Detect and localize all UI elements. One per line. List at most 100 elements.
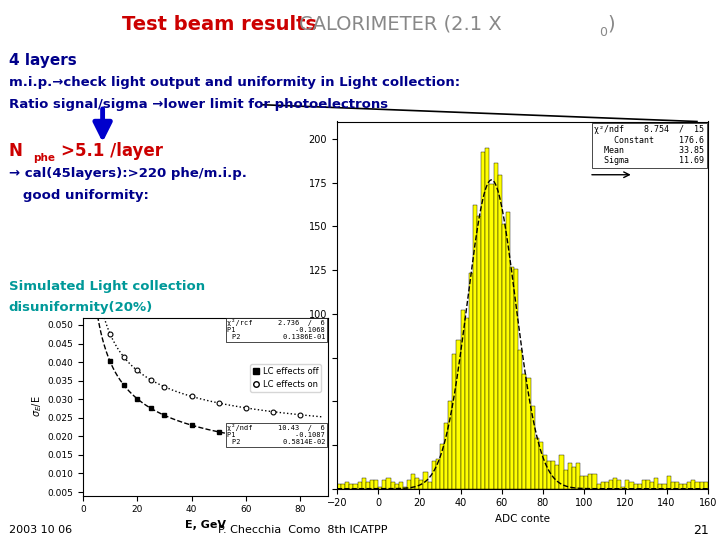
Bar [419,480,423,489]
Bar [337,484,341,489]
Bar [626,480,629,489]
Bar [399,482,403,489]
Bar [564,469,567,489]
Bar [700,482,703,489]
Bar [382,480,387,489]
Bar [490,184,493,489]
Bar [580,476,584,489]
Bar [654,478,658,489]
Bar [523,374,526,489]
Bar [526,378,531,489]
Bar [349,484,354,489]
X-axis label: E, GeV: E, GeV [185,520,225,530]
Bar [374,480,378,489]
Bar [436,459,440,489]
Bar [646,480,650,489]
Bar [671,482,675,489]
Bar [473,205,477,489]
Bar [588,474,593,489]
Bar [366,482,370,489]
Legend: LC effects off, LC effects on: LC effects off, LC effects on [251,364,321,391]
Bar [448,401,452,489]
Bar [634,484,638,489]
Bar [518,350,523,489]
Bar [555,465,559,489]
Bar [387,478,390,489]
Bar [547,461,552,489]
Bar [605,482,609,489]
Text: phe: phe [33,153,55,163]
Bar [432,461,436,489]
Text: good uniformity:: good uniformity: [9,189,148,202]
Bar [341,484,345,489]
Bar [370,480,374,489]
Bar [493,163,498,489]
Y-axis label: $\sigma_E$/E: $\sigma_E$/E [31,396,45,417]
Bar [600,482,605,489]
Bar [662,484,667,489]
Bar [502,225,506,489]
Bar [531,406,535,489]
Bar [572,468,576,489]
Bar [415,478,419,489]
Text: 2003 10 06: 2003 10 06 [9,525,72,535]
Bar [584,476,588,489]
Bar [667,476,671,489]
Bar [683,484,687,489]
Bar [481,152,485,489]
Bar [440,444,444,489]
Text: N: N [9,142,22,160]
Bar [675,482,679,489]
Bar [703,482,708,489]
Bar [510,267,514,489]
Bar [658,484,662,489]
Bar [358,482,361,489]
Bar [576,463,580,489]
Bar [613,478,617,489]
Text: P. Checchia  Como  8th ICATPP: P. Checchia Como 8th ICATPP [217,525,387,535]
Bar [629,482,634,489]
X-axis label: ADC conte: ADC conte [495,514,550,524]
Bar [498,176,502,489]
Bar [535,437,539,489]
Text: m.i.p.→check light output and uniformity in Light collection:: m.i.p.→check light output and uniformity… [9,76,460,89]
Bar [506,212,510,489]
Text: → cal(45layers):>220 phe/m.i.p.: → cal(45layers):>220 phe/m.i.p. [9,167,246,180]
Bar [597,484,600,489]
Bar [650,482,654,489]
Text: ): ) [607,15,615,34]
Bar [691,480,696,489]
Bar [464,318,469,489]
Bar [514,269,518,489]
Bar [469,273,473,489]
Bar [617,480,621,489]
Bar [642,480,646,489]
Bar [345,482,349,489]
Text: 21: 21 [693,524,709,537]
Bar [395,484,399,489]
Bar [609,480,613,489]
Text: χ²/ndf    8.754  /  15
Constant     176.6
Mean           33.85
Sigma          11: χ²/ndf 8.754 / 15 Constant 176.6 Mean 33… [594,125,704,165]
Bar [354,484,358,489]
Text: 4 layers: 4 layers [9,53,76,68]
Text: Test beam results: Test beam results [122,15,324,34]
Bar [452,354,456,489]
Bar [559,455,564,489]
Text: Ratio signal/sigma →lower limit for photoelectrons: Ratio signal/sigma →lower limit for phot… [9,98,388,111]
Bar [552,461,555,489]
Bar [539,442,543,489]
Bar [461,309,464,489]
Bar [543,455,547,489]
Bar [679,484,683,489]
Bar [378,487,382,489]
Bar [638,484,642,489]
Bar [423,471,428,489]
Bar [428,482,432,489]
Text: χ²/rcf      2.736  /  6
P1              -0.1068
P2          0.1386E-01: χ²/rcf 2.736 / 6 P1 -0.1068 P2 0.1386E-0… [228,319,325,340]
Bar [390,482,395,489]
Text: CALORIMETER (2.1 X: CALORIMETER (2.1 X [299,15,502,34]
Text: disuniformity(20%): disuniformity(20%) [9,301,153,314]
Bar [621,487,626,489]
Text: 0: 0 [599,26,607,39]
Bar [687,482,691,489]
